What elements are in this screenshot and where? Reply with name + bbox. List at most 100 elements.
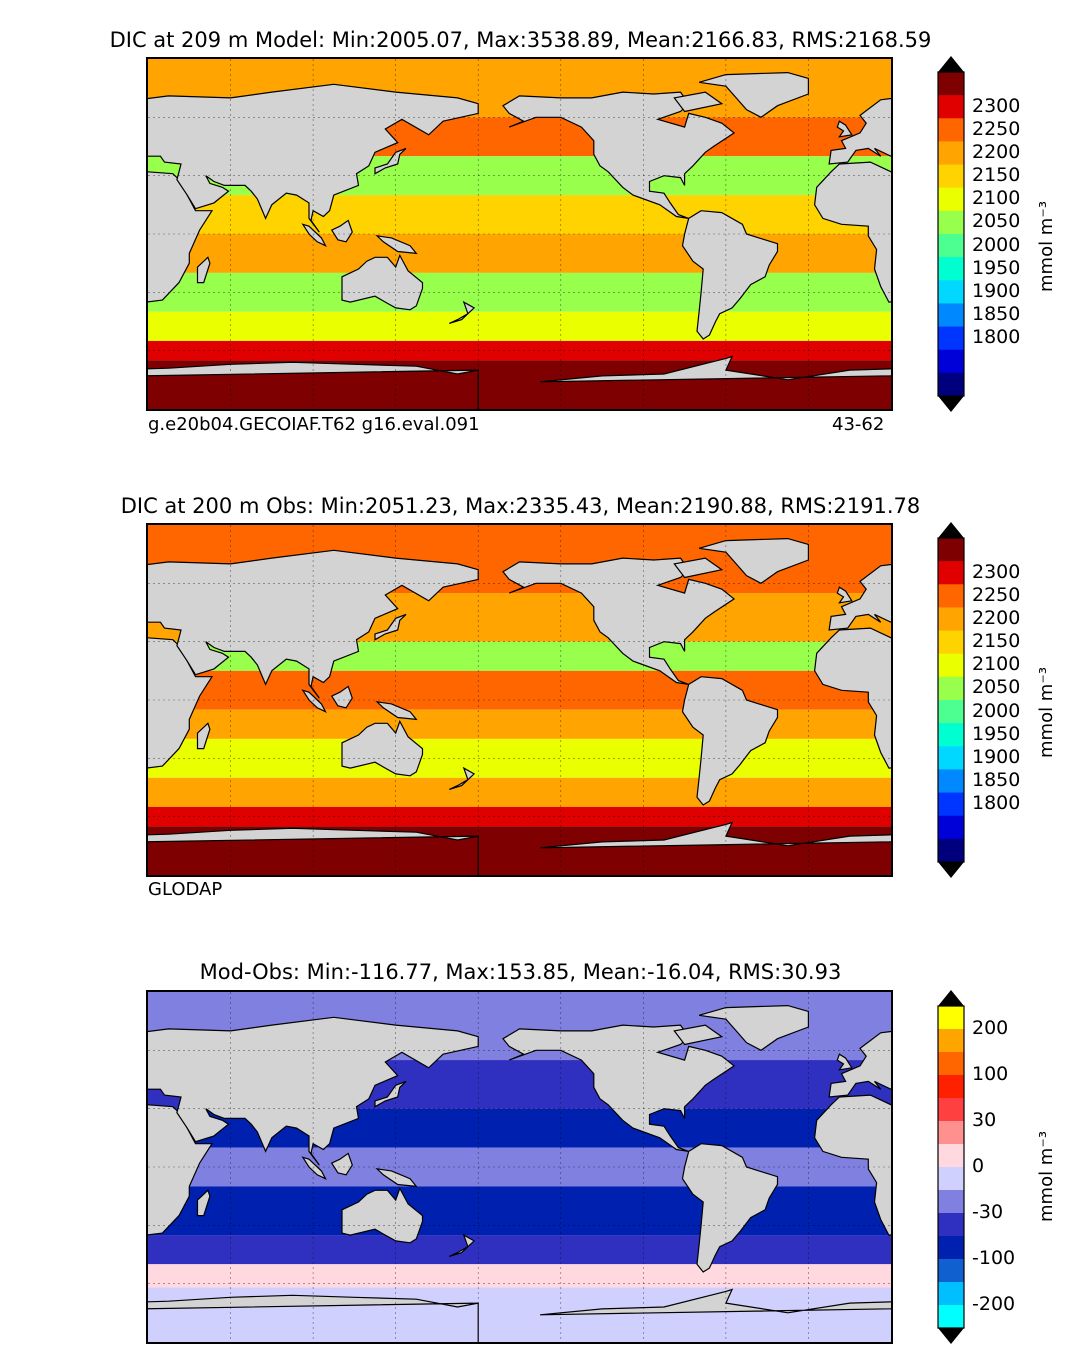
land-antarctica (540, 1288, 891, 1316)
colorbar-segment (938, 1052, 964, 1076)
colorbar-segment (938, 187, 964, 212)
colorbar-tick-label: 1800 (972, 326, 1021, 349)
colorbar-tick-label: 2050 (972, 676, 1021, 699)
colorbar-segment (938, 746, 964, 770)
colorbar-segment (938, 676, 964, 701)
colorbar-segment (938, 1144, 964, 1168)
land-new-zealand (449, 1233, 476, 1257)
colorbar-tick-label: 1850 (972, 769, 1021, 791)
land-baffin (673, 1024, 724, 1046)
panel2-title: DIC at 200 m Obs: Min:2051.23, Max:2335.… (120, 494, 921, 518)
colorbar-segment (938, 700, 964, 724)
colorbar-segment (938, 1190, 964, 1214)
panel1-period-label: 43-62 (832, 414, 885, 435)
colorbar-segment (938, 653, 964, 678)
land-japan (374, 613, 407, 641)
colorbar-tick-label: -200 (972, 1293, 1016, 1315)
colorbar-tick-label: 2200 (972, 607, 1021, 629)
panel3-title: Mod-Obs: Min:-116.77, Max:153.85, Mean:-… (199, 960, 842, 984)
land-antarctica (540, 355, 891, 383)
land-uk (836, 120, 853, 138)
colorbar-tick-label: 1900 (972, 745, 1021, 768)
colorbar-segment (938, 141, 964, 166)
panel2-colorbar (937, 522, 965, 878)
colorbar-segment (938, 326, 964, 351)
colorbar-segment (938, 538, 964, 562)
land-antarctica (148, 827, 479, 875)
colorbar-segment (938, 769, 964, 794)
land-south-america (681, 1143, 779, 1273)
panel1-source-label: g.e20b04.GECOIAF.T62 g16.eval.091 (148, 414, 480, 435)
colorbar-segment (938, 584, 964, 608)
panel1-map (146, 57, 893, 411)
land-greenland (698, 1004, 810, 1052)
land-borneo (330, 1152, 353, 1176)
colorbar-segment (938, 1167, 964, 1191)
land-australia (341, 719, 424, 777)
colorbar-tick-label: 100 (972, 1063, 1009, 1085)
colorbar-segment (938, 1075, 964, 1099)
colorbar-tick-label: 2050 (972, 210, 1021, 233)
colorbar-tick-label: 2100 (972, 187, 1021, 210)
land-baffin (673, 557, 724, 579)
colorbar-segment (938, 372, 964, 397)
ocean-band-5 (148, 234, 891, 273)
land-australia (341, 1186, 424, 1244)
colorbar-under-arrow (938, 862, 964, 878)
colorbar-segment (938, 723, 964, 747)
colorbar-over-arrow (938, 990, 964, 1006)
colorbar-segment (938, 838, 964, 863)
ocean-band-7 (148, 1264, 891, 1288)
land-south-america (681, 210, 779, 340)
land-japan (374, 147, 407, 175)
land-south-america (681, 676, 779, 806)
colorbar-tick-label: 2250 (972, 583, 1021, 606)
colorbar-under-arrow (938, 1328, 964, 1344)
panel1-colorbar-unit: mmol m⁻³ (1036, 200, 1057, 292)
colorbar-segment (938, 1282, 964, 1306)
colorbar-segment (938, 349, 964, 374)
colorbar-segment (938, 1029, 964, 1053)
ocean-band-5 (148, 709, 891, 739)
land-baffin (673, 91, 724, 113)
colorbar-segment (938, 1121, 964, 1145)
colorbar-segment (938, 257, 964, 281)
colorbar-tick-label: -30 (972, 1201, 1004, 1223)
panel1-colorbar (937, 56, 965, 412)
land-eurasia (148, 83, 479, 233)
land-australia (341, 253, 424, 311)
colorbar-tick-label: 2000 (972, 233, 1021, 256)
colorbar-segment (938, 607, 964, 632)
colorbar-tick-label: 2300 (972, 560, 1021, 583)
ocean-band-7 (148, 311, 891, 341)
colorbar-over-arrow (938, 522, 964, 538)
land-uk (836, 1053, 853, 1071)
land-new-zealand (449, 766, 476, 790)
panel3-colorbar (937, 990, 965, 1344)
ocean-band-5 (148, 1186, 891, 1236)
panel1-title: DIC at 209 m Model: Min:2005.07, Max:353… (109, 28, 932, 52)
land-eurasia (148, 1016, 479, 1166)
land-africa (148, 1104, 214, 1236)
land-antarctica (540, 821, 891, 849)
colorbar-over-arrow (938, 56, 964, 72)
colorbar-segment (938, 95, 964, 119)
colorbar-segment (938, 164, 964, 189)
colorbar-tick-label: 1950 (972, 722, 1021, 745)
colorbar-segment (938, 561, 964, 585)
colorbar-segment (938, 1259, 964, 1283)
land-new-guinea (375, 701, 418, 721)
land-eurasia (828, 563, 891, 631)
land-greenland (698, 71, 810, 119)
ocean-band-7 (148, 777, 891, 807)
ocean-band-6 (148, 1235, 891, 1265)
colorbar-tick-label: -100 (972, 1247, 1016, 1269)
colorbar-tick-label: 0 (972, 1155, 985, 1177)
land-borneo (330, 685, 353, 709)
colorbar-tick-label: 30 (972, 1109, 997, 1131)
colorbar-tick-label: 2200 (972, 141, 1021, 163)
land-madagascar (196, 256, 211, 284)
land-japan (374, 1080, 407, 1108)
panel3-colorbar-unit: mmol m⁻³ (1036, 1130, 1057, 1222)
land-eurasia (828, 1030, 891, 1098)
